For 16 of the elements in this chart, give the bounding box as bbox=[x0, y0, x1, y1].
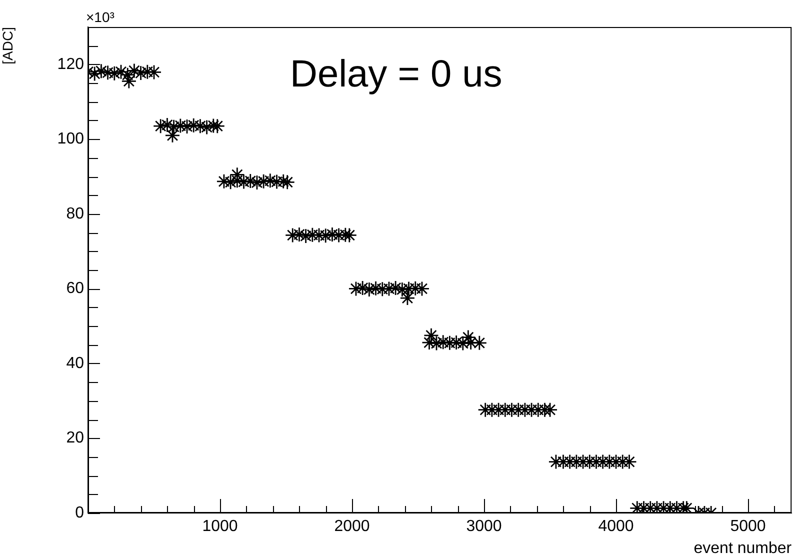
y-tick-label: 80 bbox=[66, 205, 84, 222]
x-axis-title: event number bbox=[694, 540, 792, 557]
y-tick-label: 20 bbox=[66, 430, 84, 447]
x-tick-label: 3000 bbox=[466, 518, 502, 536]
text: ×10³ bbox=[86, 8, 115, 25]
y-tick-label: 60 bbox=[66, 280, 84, 298]
y-tick-label: 120 bbox=[57, 56, 84, 73]
x-tick-label: 2000 bbox=[334, 518, 370, 536]
x-tick-label: 1000 bbox=[202, 518, 238, 536]
text: Delay = 0 us bbox=[290, 53, 502, 96]
y-axis-title: [ADC] bbox=[0, 27, 16, 64]
x-tick-label: 4000 bbox=[598, 518, 634, 536]
y-tick-label: 40 bbox=[66, 354, 84, 372]
y-tick-label: 0 bbox=[75, 504, 84, 522]
y-tick-label: 100 bbox=[57, 130, 84, 148]
x-tick-label: 5000 bbox=[730, 518, 766, 536]
